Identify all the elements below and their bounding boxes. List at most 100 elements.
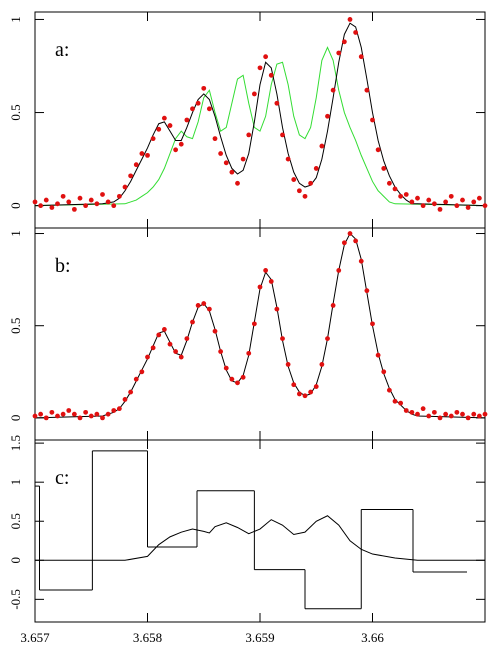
data-point <box>212 136 218 142</box>
data-point <box>173 349 179 354</box>
panel-label: a: <box>55 39 69 61</box>
data-point <box>420 406 426 412</box>
data-point <box>392 398 398 404</box>
data-point <box>43 197 49 203</box>
data-point <box>268 72 274 78</box>
data-point <box>122 397 128 402</box>
data-point <box>246 132 252 138</box>
data-point <box>77 415 83 421</box>
y-tick-label: 0.5 <box>8 318 23 334</box>
data-point <box>353 30 359 35</box>
data-point <box>443 199 449 205</box>
data-point <box>105 199 111 205</box>
curve <box>34 46 486 207</box>
curve <box>34 22 486 207</box>
data-point <box>375 352 381 358</box>
data-point <box>38 411 44 417</box>
data-point <box>218 349 224 354</box>
data-point <box>460 411 465 417</box>
data-point <box>178 354 184 360</box>
data-point <box>133 376 139 382</box>
data-point <box>336 50 342 56</box>
data-point <box>116 193 122 199</box>
data-point <box>370 321 375 327</box>
data-point <box>128 389 134 395</box>
data-point <box>274 306 280 312</box>
data-point <box>150 345 156 351</box>
data-point <box>476 413 482 419</box>
data-point <box>223 160 229 166</box>
data-point <box>218 151 224 156</box>
data-point <box>201 85 207 91</box>
data-point <box>251 321 257 327</box>
data-point <box>319 362 325 367</box>
data-point <box>145 354 150 360</box>
data-point <box>88 413 94 419</box>
data-point <box>296 391 302 397</box>
data-point <box>156 332 162 338</box>
data-point <box>448 193 454 199</box>
data-point <box>375 147 381 153</box>
data-point <box>167 123 173 128</box>
data-point <box>235 180 240 186</box>
data-point <box>128 173 134 179</box>
data-point <box>443 411 449 417</box>
y-tick-label: 0 <box>8 202 23 209</box>
data-point <box>161 115 167 121</box>
data-point <box>105 411 111 417</box>
data-point <box>71 411 77 417</box>
data-point <box>415 195 420 201</box>
data-point <box>184 336 190 342</box>
data-point <box>229 376 235 382</box>
data-point <box>313 166 319 171</box>
data-point <box>251 91 257 97</box>
data-point <box>139 369 145 375</box>
data-point <box>364 288 370 294</box>
data-point <box>195 100 201 106</box>
data-point <box>173 147 179 153</box>
data-point <box>448 413 454 419</box>
data-point <box>206 306 212 312</box>
y-tick-label: 1.5 <box>8 435 23 451</box>
data-point <box>268 279 274 284</box>
data-point <box>403 192 409 197</box>
data-point <box>274 100 280 106</box>
data-point <box>150 136 156 142</box>
data-point <box>291 382 297 388</box>
y-tick-label: 0.5 <box>8 104 23 120</box>
data-point <box>409 409 415 415</box>
data-point <box>111 203 117 209</box>
data-point <box>302 193 308 199</box>
data-point <box>38 203 44 209</box>
y-tick-label: 1 <box>8 479 23 486</box>
data-point <box>454 409 460 415</box>
x-tick-label: 3.659 <box>245 630 274 645</box>
data-point <box>437 206 443 212</box>
data-point <box>465 205 471 210</box>
y-tick-label: 0 <box>8 415 23 422</box>
data-point <box>471 199 477 205</box>
data-point <box>100 192 105 197</box>
data-point <box>302 393 308 399</box>
data-point <box>325 113 330 119</box>
panel-label: b: <box>55 255 71 277</box>
data-point <box>313 384 319 389</box>
data-point <box>184 117 190 123</box>
data-point <box>482 411 488 417</box>
data-point <box>111 408 117 413</box>
data-point <box>381 166 387 171</box>
data-point <box>341 39 347 45</box>
data-point <box>178 141 184 147</box>
data-point <box>426 413 432 419</box>
data-point <box>392 186 398 192</box>
data-point <box>94 411 100 417</box>
data-point <box>60 411 66 417</box>
data-point <box>386 180 392 186</box>
data-point <box>43 415 49 421</box>
data-point <box>263 54 269 60</box>
data-point <box>482 203 488 209</box>
data-point <box>398 193 404 199</box>
data-point <box>347 17 353 22</box>
y-tick-label: -0.5 <box>8 589 23 610</box>
panel-frame <box>34 227 486 441</box>
